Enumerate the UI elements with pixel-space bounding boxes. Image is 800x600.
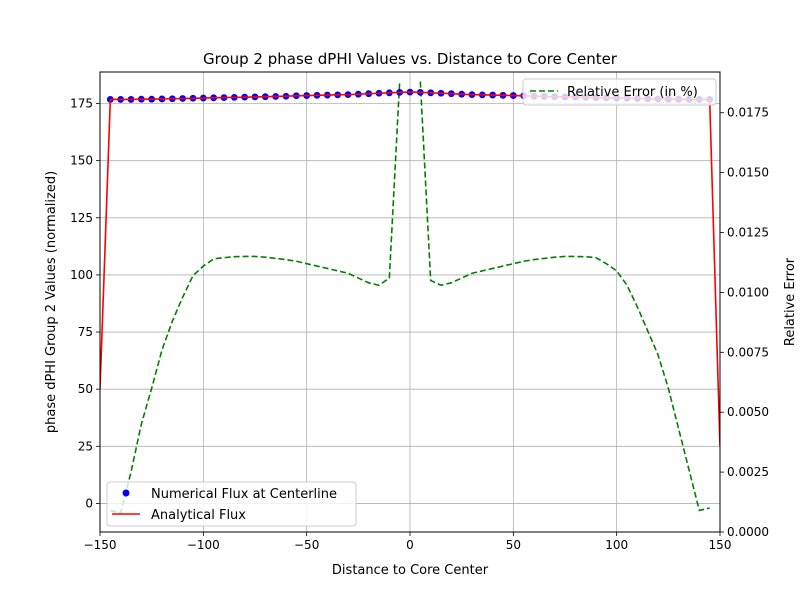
y-tick-label: 175 [70, 97, 93, 111]
x-tick-label: 100 [605, 538, 628, 552]
relative-error-line [110, 81, 710, 514]
x-tick-label: −100 [187, 538, 220, 552]
x-tick-label: 0 [406, 538, 414, 552]
legend-lower-left: Numerical Flux at Centerline Analytical … [106, 481, 357, 527]
y2-tick-label: 0.0175 [727, 106, 769, 120]
legend-box [522, 78, 717, 106]
y-tick-label: 75 [78, 325, 93, 339]
axis-ticks: −150 −100 −50 0 50 100 150 0 25 50 75 100 125 150 175 0… [70, 97, 769, 552]
x-tick-label: −50 [294, 538, 319, 552]
y-tick-label: 25 [78, 439, 93, 453]
y-tick-label: 125 [70, 211, 93, 225]
legend-label-analytical-flux: Analytical Flux [151, 508, 246, 523]
y2-tick-label: 0.0100 [727, 285, 769, 299]
y2-tick-label: 0.0000 [727, 525, 769, 539]
y-tick-label: 50 [78, 382, 93, 396]
y2-tick-label: 0.0050 [727, 405, 769, 419]
legend-label-numerical-flux: Numerical Flux at Centerline [151, 487, 337, 502]
x-tick-label: 50 [506, 538, 521, 552]
y2-tick-label: 0.0125 [727, 226, 769, 240]
legend-swatch-numerical-flux [122, 489, 130, 497]
y-tick-label: 150 [70, 154, 93, 168]
chart-title: Group 2 phase dPHI Values vs. Distance t… [203, 50, 618, 68]
x-tick-label: 150 [709, 538, 732, 552]
legend-upper-right: Relative Error (in %) [522, 78, 717, 106]
x-axis-label: Distance to Core Center [332, 563, 489, 578]
y2-axis-label: Relative Error [783, 257, 798, 346]
y2-tick-label: 0.0075 [727, 345, 769, 359]
y2-tick-label: 0.0150 [727, 166, 769, 180]
legend-box [106, 481, 357, 527]
y-tick-label: 0 [85, 496, 93, 510]
y2-tick-label: 0.0025 [727, 465, 769, 479]
legend-label-relative-error: Relative Error (in %) [567, 85, 698, 100]
x-tick-label: −150 [84, 538, 117, 552]
y-axis-label: phase dPHI Group 2 Values (normalized) [44, 171, 59, 433]
y-tick-label: 100 [70, 268, 93, 282]
